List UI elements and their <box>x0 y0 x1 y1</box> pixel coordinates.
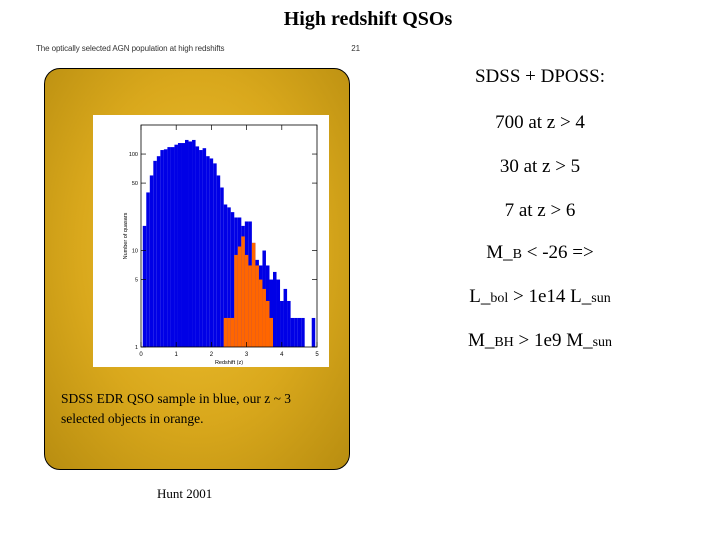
blue-bar <box>202 148 207 347</box>
orange-bar <box>269 317 273 347</box>
x-axis-label: Redshift (z) <box>215 360 243 366</box>
blue-bar <box>188 141 193 347</box>
blue-bar <box>301 317 305 347</box>
blue-bar <box>273 271 277 347</box>
figure-header: The optically selected AGN population at… <box>36 44 360 53</box>
fact-bh-mass: M_BH > 1e9 M_sun <box>440 330 640 352</box>
blue-bar <box>269 279 273 347</box>
orange-bar <box>265 300 270 347</box>
blue-bar <box>209 158 214 347</box>
x-tick-label: 1 <box>175 352 179 358</box>
orange-bar <box>234 254 238 347</box>
x-tick-label: 5 <box>315 352 319 358</box>
fact-luminosity-rest: > 1e14 L_ <box>508 286 592 307</box>
x-tick-label: 3 <box>245 352 249 358</box>
fact-bh-mass-rest: > 1e9 M_ <box>513 330 593 351</box>
blue-bar <box>174 144 178 347</box>
blue-bar <box>206 156 210 347</box>
blue-bar <box>170 147 175 347</box>
y-axis-label: Number of quasars <box>123 212 129 259</box>
blue-bar <box>294 317 298 347</box>
plot-frame <box>140 124 318 348</box>
blue-bar <box>297 317 302 347</box>
blue-bar <box>177 143 182 347</box>
figure-header-text: The optically selected AGN population at… <box>36 44 225 53</box>
fact-magnitude-main: M_ <box>486 242 513 263</box>
blue-bar <box>195 146 200 347</box>
x-tick-label: 2 <box>210 352 214 358</box>
blue-bar <box>283 288 288 347</box>
fact-luminosity-sub: bol <box>490 291 509 306</box>
blue-bar <box>185 139 189 347</box>
blue-bar <box>160 150 164 347</box>
fact-luminosity: L_bol > 1e14 L_sun <box>440 286 640 308</box>
fact-magnitude: M_B < -26 => <box>440 242 640 264</box>
blue-bar <box>227 207 231 347</box>
y-tick-label: 100 <box>129 152 138 158</box>
histogram-frame: 0 1 2 3 4 5 1 5 10 50 100 Redshift (z) Number of qua… <box>93 115 329 367</box>
blue-bar <box>192 139 196 347</box>
y-tick-label: 5 <box>135 278 138 284</box>
orange-bar <box>262 288 266 347</box>
y-tick-label: 10 <box>132 249 138 255</box>
fact-z6: 7 at z > 6 <box>504 200 576 221</box>
orange-bar <box>237 246 242 347</box>
blue-bar <box>220 187 224 347</box>
blue-bar <box>153 160 157 347</box>
blue-bar <box>199 150 203 347</box>
figure-caption: SDSS EDR QSO sample in blue, our z ~ 3 s… <box>61 389 337 429</box>
blue-bar <box>167 147 171 347</box>
orange-bar <box>241 236 245 347</box>
orange-bar <box>230 317 235 347</box>
fact-bh-mass-main: M_ <box>467 330 495 351</box>
orange-bar <box>258 279 263 347</box>
figure-page-number: 21 <box>351 44 360 53</box>
x-tick-label: 4 <box>280 352 284 358</box>
blue-bar <box>230 212 235 347</box>
blue-bar <box>216 175 221 347</box>
orange-bar <box>255 265 259 347</box>
y-tick-label: 1 <box>135 345 138 351</box>
blue-bar <box>142 225 147 347</box>
caption-line-1: SDSS EDR QSO sample in blue, our z ~ 3 <box>61 391 292 406</box>
fact-luminosity-main: L_ <box>469 286 491 307</box>
fact-z5: 30 at z > 5 <box>499 156 581 177</box>
blue-bar <box>146 192 150 347</box>
fact-z4: 700 at z > 4 <box>495 112 585 133</box>
y-tick-label: 50 <box>132 181 138 187</box>
fact-luminosity-sub2: sun <box>591 291 611 306</box>
blue-bar <box>213 163 217 347</box>
fact-magnitude-sub: B <box>512 247 522 262</box>
orange-bar <box>248 265 252 347</box>
blue-bar <box>287 300 291 347</box>
blue-bar <box>149 175 154 347</box>
blue-bar <box>290 317 295 347</box>
caption-line-2: selected objects in orange. <box>61 411 204 426</box>
figure-panel: 0 1 2 3 4 5 1 5 10 50 100 Redshift (z) Number of qua… <box>44 68 350 470</box>
blue-bar <box>280 300 284 347</box>
orange-bar <box>223 317 228 347</box>
fact-survey: SDSS + DPOSS: <box>474 66 606 87</box>
x-tick-label: 0 <box>139 352 143 358</box>
slide-title: High redshift QSOs <box>283 8 453 30</box>
blue-bar <box>311 317 316 347</box>
orange-bar <box>244 254 249 347</box>
orange-bar <box>251 242 256 347</box>
blue-bar <box>181 143 185 347</box>
fact-magnitude-rest: < -26 => <box>522 242 594 263</box>
figure-credit: Hunt 2001 <box>157 486 213 501</box>
orange-bar <box>227 317 231 347</box>
blue-bar <box>276 279 281 347</box>
blue-bar <box>163 149 168 347</box>
blue-bar <box>223 204 228 347</box>
fact-bh-mass-sub: BH <box>494 335 514 350</box>
fact-bh-mass-sub2: sun <box>592 335 613 350</box>
blue-bar <box>156 156 161 347</box>
